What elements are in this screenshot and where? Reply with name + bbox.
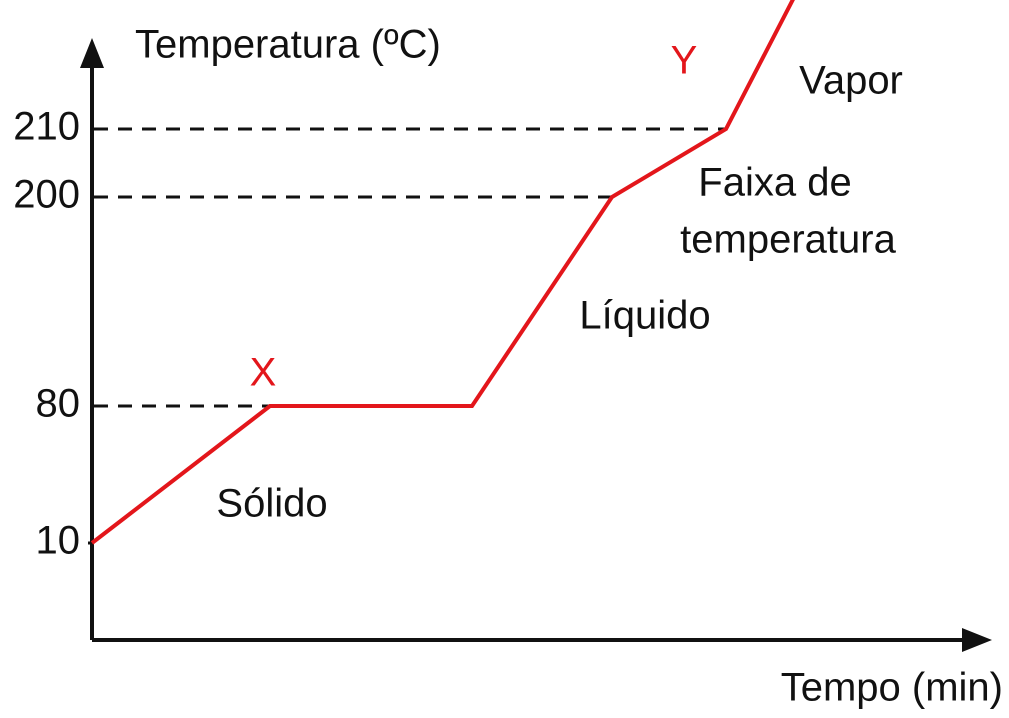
data-line <box>90 0 795 545</box>
annotation: Y <box>671 39 698 83</box>
annotation: temperatura <box>680 218 896 262</box>
y-tick-label: 200 <box>13 173 80 217</box>
annotation: Líquido <box>579 294 710 338</box>
y-axis-title: Temperatura (ºC) <box>135 23 441 67</box>
y-tick-label: 80 <box>36 382 81 426</box>
annotation: Sólido <box>216 482 327 526</box>
annotation: Faixa de <box>698 161 851 205</box>
annotation: X <box>250 351 277 395</box>
y-tick-label: 10 <box>36 519 81 563</box>
y-tick-label: 210 <box>13 105 80 149</box>
y-axis-arrow <box>80 38 104 68</box>
annotation: Vapor <box>799 59 903 103</box>
x-axis-title: Tempo (min) <box>781 666 1003 710</box>
x-axis-arrow <box>962 628 992 652</box>
